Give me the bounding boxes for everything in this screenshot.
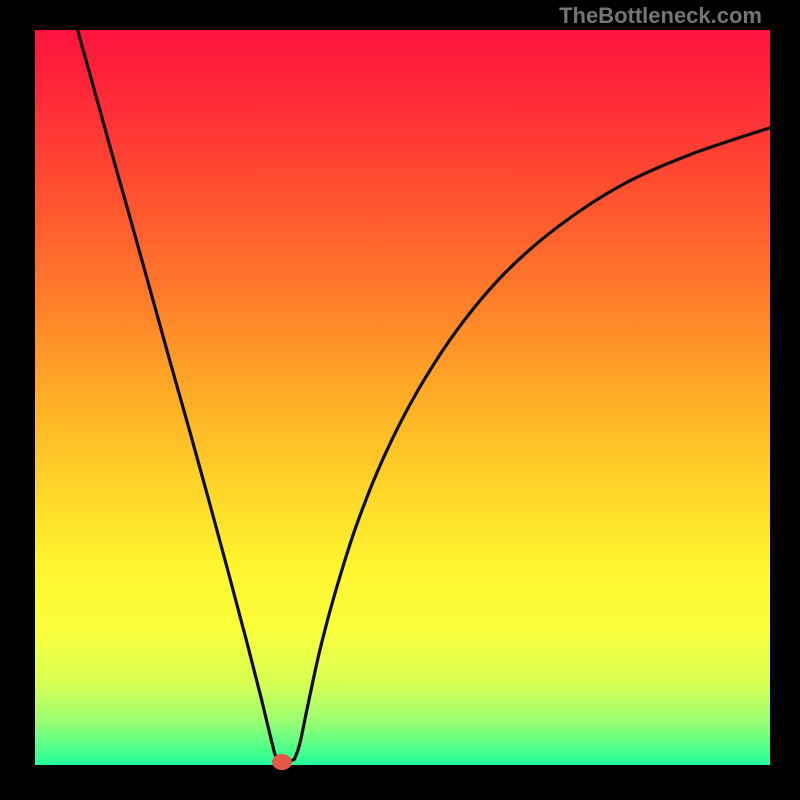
watermark-text: TheBottleneck.com	[559, 3, 762, 29]
plot-background	[35, 30, 770, 765]
bottleneck-chart	[0, 0, 800, 800]
bottleneck-marker	[272, 754, 292, 770]
